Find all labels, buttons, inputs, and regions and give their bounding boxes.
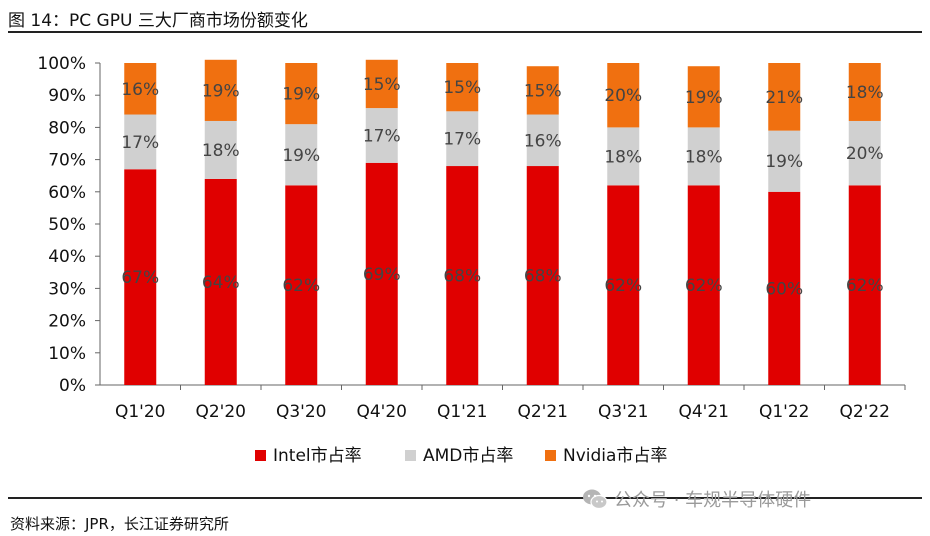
data-label: 62% (846, 276, 884, 296)
data-label: 17% (443, 130, 481, 150)
data-label: 18% (202, 141, 240, 161)
bar-segment (526, 166, 559, 385)
data-label: 18% (685, 147, 723, 167)
bar-segment (285, 124, 318, 186)
y-tick-label: 50% (48, 215, 86, 235)
data-label: 60% (765, 279, 803, 299)
y-tick-label: 0% (59, 376, 86, 396)
x-tick-label: Q1'21 (437, 402, 488, 422)
watermark-text: 公众号 · 车规半导体硬件 (614, 490, 812, 511)
bar-segment (848, 185, 881, 385)
bar-segment (768, 191, 801, 385)
data-label: 67% (121, 268, 159, 288)
x-tick-label: Q2'20 (195, 402, 246, 422)
bar-segment (687, 185, 720, 385)
bar-segment (204, 178, 237, 385)
watermark: 公众号 · 车规半导体硬件 (582, 486, 811, 512)
data-label: 15% (363, 75, 401, 95)
bar-segment (848, 63, 881, 121)
bar-segment (446, 111, 479, 167)
x-tick-label: Q2'21 (517, 402, 568, 422)
data-label: 62% (685, 276, 723, 296)
data-label: 19% (202, 81, 240, 101)
y-tick-label: 80% (48, 118, 86, 138)
title-divider (8, 31, 922, 33)
legend-label: Intel市占率 (273, 446, 362, 466)
data-label: 68% (524, 267, 562, 287)
data-label: 19% (282, 146, 320, 166)
source-note: 资料来源：JPR，长江证券研究所 (10, 515, 229, 533)
bar-segment (526, 66, 559, 115)
bar-segment (768, 130, 801, 192)
bar-segment (124, 169, 157, 385)
x-tick-label: Q1'22 (759, 402, 810, 422)
bar-segment (607, 63, 640, 128)
y-tick-label: 30% (48, 279, 86, 299)
data-label: 19% (282, 85, 320, 105)
bar-segment (607, 127, 640, 186)
legend-label: Nvidia市占率 (563, 446, 667, 466)
bar-segment (124, 114, 157, 170)
data-label: 21% (765, 88, 803, 108)
bar-segment (768, 63, 801, 131)
bar-segment (365, 59, 398, 109)
bar-segment (124, 63, 157, 115)
bar-segment (446, 63, 479, 112)
data-label: 62% (282, 276, 320, 296)
bar-segment (204, 120, 237, 179)
data-label: 69% (363, 265, 401, 285)
bar-segment (365, 108, 398, 163)
data-label: 62% (604, 276, 642, 296)
y-tick-label: 40% (48, 247, 86, 267)
data-label: 68% (443, 267, 481, 287)
bar-segment (365, 162, 398, 385)
bar-segment (446, 166, 479, 385)
y-tick-label: 70% (48, 151, 86, 171)
bar-segment (526, 114, 559, 167)
legend-label: AMD市占率 (423, 446, 513, 466)
data-label: 18% (604, 147, 642, 167)
data-label: 19% (765, 152, 803, 172)
y-tick-label: 10% (48, 344, 86, 364)
bar-segment (285, 63, 318, 125)
figure-title: 图 14：PC GPU 三大厂商市场份额变化 (8, 11, 308, 31)
bar-segment (607, 185, 640, 385)
bar-segment (204, 59, 237, 121)
data-label: 15% (443, 78, 481, 98)
x-tick-label: Q2'22 (839, 402, 890, 422)
data-label: 17% (363, 126, 401, 146)
data-label: 15% (524, 81, 562, 101)
wechat-icon (583, 489, 608, 510)
y-tick-label: 90% (48, 86, 86, 106)
data-label: 20% (604, 86, 642, 106)
stacked-bar-chart: 0% 10% 20% 30% 40% 50% 60% 70% 80% 90% 100% 67% 17% 1… (37, 54, 906, 466)
data-label: 19% (685, 88, 723, 108)
data-label: 18% (846, 83, 884, 103)
bar-segment (848, 120, 881, 186)
bar-segment (285, 185, 318, 385)
legend-swatch (545, 450, 556, 461)
data-label: 17% (121, 133, 159, 153)
x-tick-label: Q4'20 (356, 402, 407, 422)
x-tick-label: Q1'20 (115, 402, 166, 422)
x-tick-label: Q3'21 (598, 402, 649, 422)
bar-segment (687, 66, 720, 128)
data-label: 16% (121, 80, 159, 100)
x-tick-label: Q3'20 (276, 402, 327, 422)
footer-divider (8, 497, 922, 499)
legend-swatch (255, 450, 266, 461)
legend-swatch (405, 450, 416, 461)
y-tick-label: 100% (37, 54, 86, 74)
data-label: 16% (524, 131, 562, 151)
y-tick-label: 20% (48, 312, 86, 332)
bar-segment (687, 127, 720, 186)
data-label: 64% (202, 273, 240, 293)
y-tick-label: 60% (48, 183, 86, 203)
x-tick-label: Q4'21 (678, 402, 729, 422)
data-label: 20% (846, 144, 884, 164)
